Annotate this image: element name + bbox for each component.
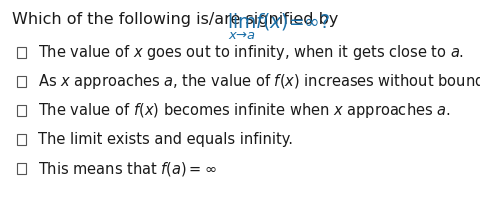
Text: $\lim_{x \to a} f(x) = \infty$?: $\lim_{x \to a} f(x) = \infty$?	[227, 12, 330, 42]
FancyBboxPatch shape	[17, 134, 26, 145]
Text: Which of the following is/are signified by: Which of the following is/are signified …	[12, 12, 343, 27]
Text: The value of $x$ goes out to infinity, when it gets close to $a$.: The value of $x$ goes out to infinity, w…	[37, 43, 463, 62]
Text: The value of $f(x)$ becomes infinite when $x$ approaches $a$.: The value of $f(x)$ becomes infinite whe…	[37, 101, 449, 120]
FancyBboxPatch shape	[17, 76, 26, 87]
FancyBboxPatch shape	[17, 105, 26, 116]
Text: As $x$ approaches $a$, the value of $f(x)$ increases without bound.: As $x$ approaches $a$, the value of $f(x…	[37, 72, 480, 91]
Text: This means that $f(a) = \infty$: This means that $f(a) = \infty$	[37, 160, 216, 178]
FancyBboxPatch shape	[17, 163, 26, 174]
FancyBboxPatch shape	[17, 47, 26, 58]
Text: The limit exists and equals infinity.: The limit exists and equals infinity.	[37, 132, 292, 147]
